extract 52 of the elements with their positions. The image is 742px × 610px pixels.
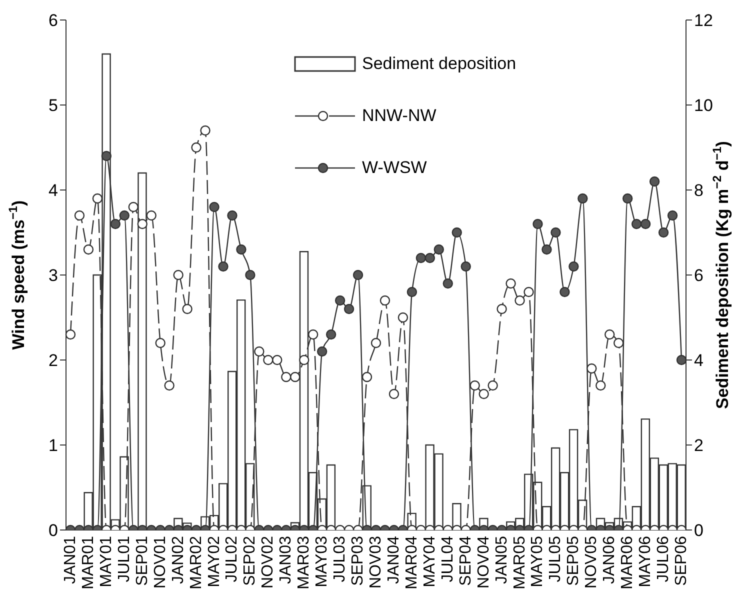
x-tick-label: JUL03 — [332, 536, 349, 582]
y-tick-label: 6 — [48, 11, 58, 30]
x-tick-label: MAR06 — [619, 536, 636, 590]
x-tick-label: MAR03 — [296, 536, 313, 590]
x-tick-label: SEP05 — [565, 536, 582, 586]
x-tick-label: JAN01 — [62, 536, 79, 584]
y2-tick-label: 0 — [694, 521, 704, 540]
x-tick-label: MAR04 — [403, 536, 420, 590]
y-tick-label: 3 — [48, 266, 58, 286]
x-tick-label: NOV01 — [152, 536, 169, 588]
x-tick-label: JAN06 — [601, 536, 618, 584]
y2-tick-label: 4 — [694, 351, 704, 370]
x-tick-label: MAY01 — [98, 536, 115, 588]
y2-tick-label: 2 — [694, 436, 704, 456]
x-tick-label: MAR01 — [80, 536, 97, 590]
x-tick-label: MAR02 — [188, 536, 205, 590]
x-tick-label: MAY06 — [637, 536, 654, 588]
x-tick-label: MAY05 — [529, 536, 546, 588]
y-tick-label: 0 — [48, 521, 58, 540]
x-tick-label: MAY04 — [421, 536, 438, 588]
x-tick-label: SEP03 — [350, 536, 367, 586]
x-tick-label: MAY03 — [314, 536, 331, 588]
x-tick-label: JUL04 — [439, 536, 456, 582]
x-tick-label: SEP04 — [457, 536, 474, 586]
x-tick-label: JUL06 — [655, 536, 672, 582]
y-tick-label: 2 — [48, 351, 58, 370]
x-tick-label: NOV04 — [475, 536, 492, 588]
legend-label: NNW-NW — [362, 106, 436, 126]
y2-tick-label: 8 — [694, 181, 704, 200]
x-tick-label: JUL01 — [116, 536, 133, 582]
x-tick-label: JUL05 — [547, 536, 564, 582]
x-tick-label: JAN02 — [170, 536, 187, 584]
x-tick-label: JAN04 — [385, 536, 402, 584]
y-tick-label: 4 — [48, 181, 58, 200]
y-tick-label: 5 — [48, 96, 58, 116]
x-tick-label: MAR05 — [511, 536, 528, 590]
x-tick-label: JUL02 — [224, 536, 241, 582]
y-tick-label: 1 — [48, 436, 58, 456]
x-tick-label: JAN05 — [493, 536, 510, 584]
x-tick-label: SEP02 — [242, 536, 259, 586]
y2-tick-label: 12 — [694, 11, 713, 30]
x-tick-label: SEP01 — [134, 536, 151, 586]
x-tick-label: NOV03 — [368, 536, 384, 588]
x-tick-label: MAY02 — [206, 536, 223, 588]
x-tick-label: NOV02 — [260, 536, 277, 588]
legend-label: W-WSW — [362, 158, 427, 178]
y2-tick-label: 6 — [694, 266, 704, 286]
legend-label: Sediment deposition — [362, 54, 516, 74]
x-tick-label: JAN03 — [278, 536, 295, 584]
x-tick-label: SEP06 — [673, 536, 690, 586]
x-tick-label: NOV05 — [583, 536, 600, 588]
y2-tick-label: 10 — [694, 96, 713, 116]
